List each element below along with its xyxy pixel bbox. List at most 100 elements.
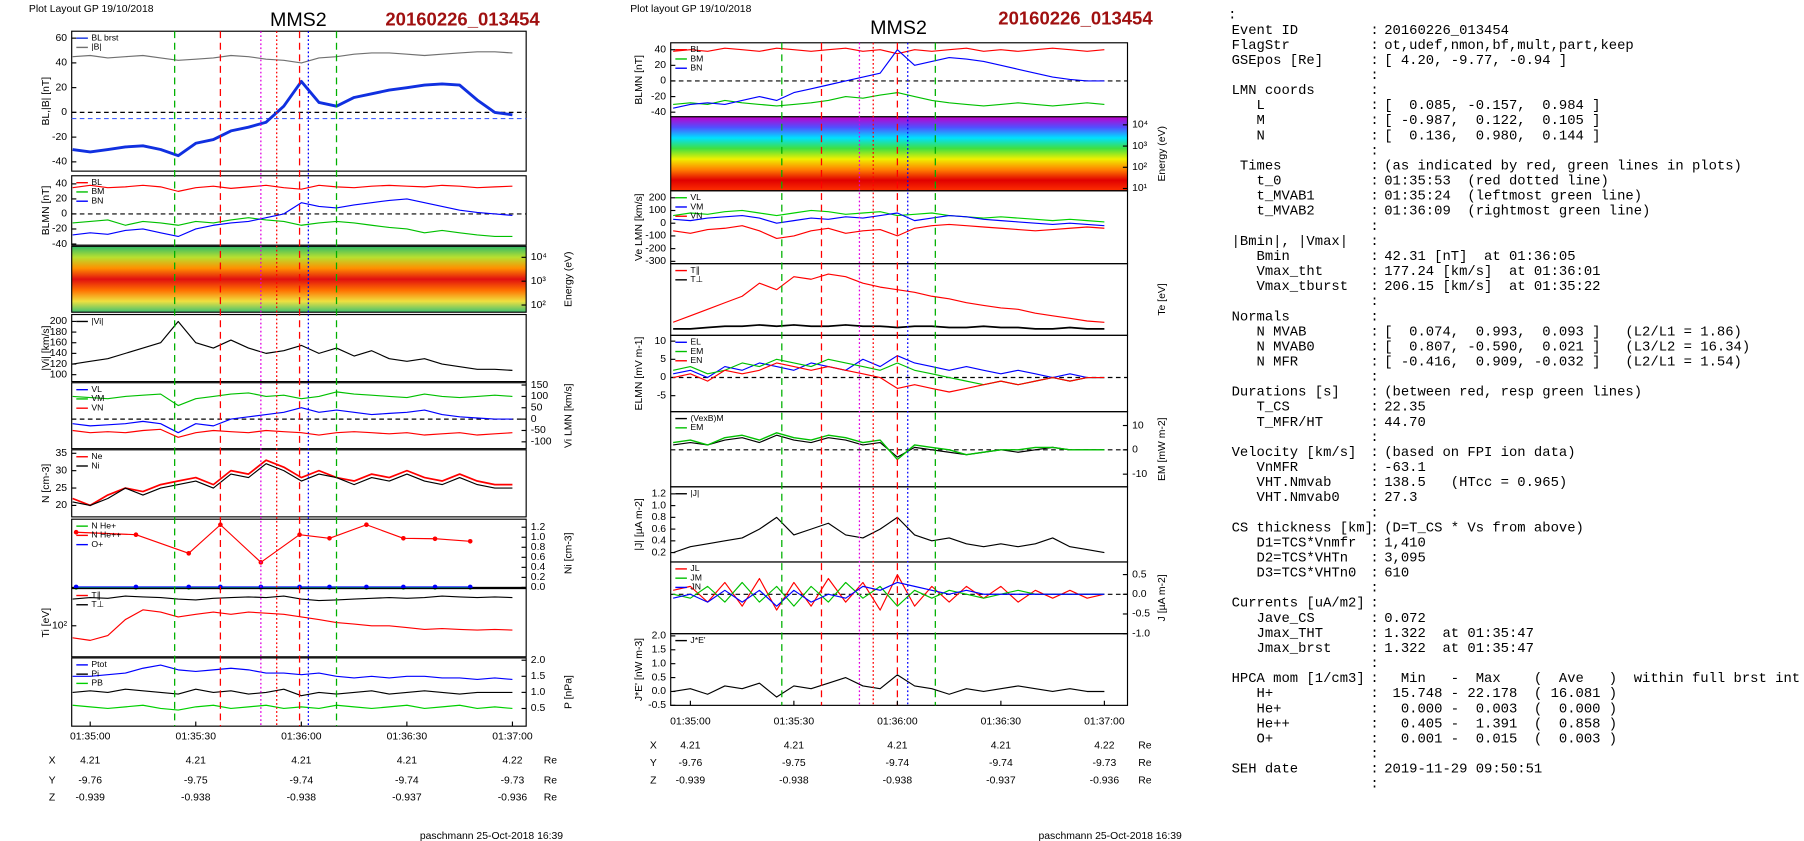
position-value: -0.938 [883,775,913,786]
position-value: -9.73 [501,775,525,786]
summary-value: -63.1 [1384,460,1426,476]
summary-separator: : [1370,520,1378,536]
summary-value: 0.405 - 1.391 ( 0.858 ) [1384,716,1617,732]
y-tick-label: 0 [1132,445,1138,456]
y-tick-label: 0.8 [531,542,546,553]
y-tick-label: 25 [56,483,68,494]
series-line [72,198,513,238]
summary-separator: : [1370,731,1378,747]
x-tick-label: 01:35:30 [176,731,217,742]
position-value: -9.74 [886,758,910,769]
position-unit: Re [1138,758,1152,769]
x-tick-label: 01:37:00 [1084,716,1125,727]
summary-value: 610 [1384,566,1409,582]
y-tick-label: 20 [56,82,68,93]
y-axis-label: BLMN [nT] [41,186,52,236]
series-line [673,362,1105,393]
position-value: 4.21 [887,741,907,752]
summary-key: D3=TCS*VHTn0 [1232,566,1357,582]
y-tick-label: 1.0 [531,532,546,543]
summary-separator: : [1370,339,1378,355]
summary-key: H+ [1232,686,1274,702]
summary-key: FlagStr [1232,38,1290,54]
summary-key: L [1232,98,1265,114]
y-tick-label: 10² [1132,162,1148,173]
summary-value: 3,095 [1384,551,1426,567]
series-line [72,704,513,711]
summary-key: Vmax_tburst [1232,279,1348,295]
summary-key: N MFR [1232,354,1299,370]
y-tick-label: -100 [645,231,666,242]
summary-separator: : [1370,174,1378,190]
summary-value: 206.15 [km/s] at 01:35:22 [1384,279,1600,295]
y-axis-label: Ve LMN [km/s] [634,193,645,261]
data-point [401,535,406,541]
series-line [672,273,1105,323]
summary-value: 44.70 [1384,415,1426,431]
summary-value: 01:36:09 (rightmost green line) [1384,204,1650,220]
chart-title: MMS2 [870,17,927,39]
legend-label: Pi [91,668,99,678]
series-line [673,47,1105,55]
y-tick-label: -5 [657,390,666,401]
panel: 10 0 -10 EM [mW m-2] (VexB)MEM [670,411,1168,488]
summary-value: 0.072 [1384,611,1426,627]
y-tick-label: 0.0 [1132,589,1147,600]
series-line [672,516,1105,554]
summary-key: Jave_CS [1232,611,1315,627]
y-tick-label: 0 [660,372,666,383]
y-tick-label: -40 [651,107,666,118]
y-tick-label: 10² [531,300,547,311]
summary-separator: : [1370,204,1378,220]
position-value: -0.939 [676,775,706,786]
y-tick-label: -300 [645,256,666,267]
summary-value: (as indicated by red, green lines in plo… [1384,158,1742,174]
summary-separator: : [1370,324,1378,340]
summary-key: SEH date [1232,762,1299,778]
legend-label: JM [690,572,702,582]
y-axis-label: BL,|B| [nT] [41,77,52,126]
position-value: -9.76 [679,758,703,769]
y-tick-label: 5 [660,354,666,365]
series-line [72,51,513,64]
y-tick-label: 40 [56,58,68,69]
summary-separator: : [1370,38,1378,54]
y-tick-label: 200 [649,193,667,204]
y-tick-label: 1.5 [652,645,667,656]
summary-value: 177.24 [km/s] at 01:36:01 [1384,264,1600,280]
summary-key: GSEpos [Re] [1232,53,1324,69]
position-value: -0.938 [181,793,211,804]
position-label: Z [49,793,56,804]
y-tick-label: 1.2 [531,522,546,533]
series-line [673,432,1105,461]
series-line [673,223,1105,240]
y-axis-label: |Vi| [km/s] [41,325,52,370]
y-tick-label: 0.2 [652,547,667,558]
summary-separator: : [1370,143,1378,159]
y-tick-label: -10 [1132,469,1147,480]
x-tick-label: 01:36:30 [981,716,1022,727]
summary-value: ot,udef,nmon,bf,mult,part,keep [1384,38,1634,54]
summary-value: 01:35:24 (leftmost green line) [1384,189,1642,205]
y-tick-label: 2.0 [531,655,546,666]
summary-separator: : [1370,234,1378,250]
y-tick-label: 10¹ [1132,183,1148,194]
summary-separator: : [1370,701,1378,717]
y-tick-label: 0 [61,209,67,220]
legend-label: VM [690,201,703,211]
position-value: 4.21 [680,741,700,752]
position-value: -0.938 [287,793,317,804]
y-tick-label: 20 [655,60,667,71]
y-tick-label: 40 [655,44,667,55]
position-value: 4.21 [397,756,417,767]
summary-key: N [1232,128,1265,144]
series-line [72,609,513,641]
position-value: -9.74 [395,775,419,786]
position-label: Y [49,775,56,786]
position-label: Y [650,758,657,769]
position-value: -0.938 [779,775,809,786]
y-tick-label: -0.5 [1132,609,1150,620]
legend-label: BM [690,53,703,63]
y-axis-label: |J| [µA m-2] [634,498,645,550]
summary-separator: : [1370,596,1378,612]
